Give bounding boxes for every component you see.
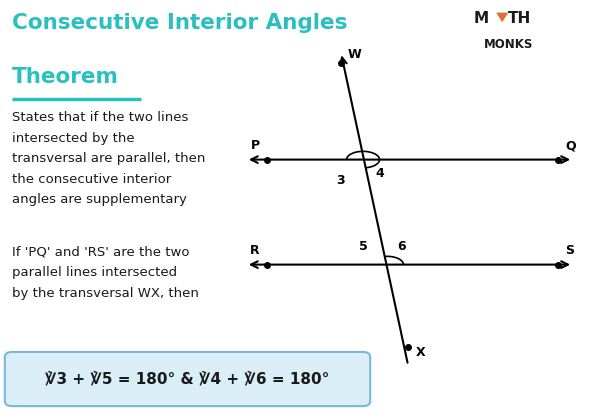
- Text: States that if the two lines
intersected by the
transversal are parallel, then
t: States that if the two lines intersected…: [12, 111, 205, 206]
- Text: 3: 3: [336, 174, 344, 187]
- Text: If 'PQ' and 'RS' are the two
parallel lines intersected
by the transversal WX, t: If 'PQ' and 'RS' are the two parallel li…: [12, 246, 199, 300]
- Text: 6: 6: [398, 240, 406, 253]
- Text: Q: Q: [565, 139, 576, 152]
- Text: TH: TH: [508, 10, 532, 26]
- Text: 4: 4: [376, 167, 384, 180]
- Text: 5: 5: [359, 240, 367, 253]
- Text: MONKS: MONKS: [484, 38, 533, 51]
- Text: Consecutive Interior Angles: Consecutive Interior Angles: [12, 13, 347, 33]
- Polygon shape: [496, 13, 508, 22]
- Text: W: W: [348, 48, 362, 61]
- Text: ℣3 + ℣5 = 180° & ℣4 + ℣6 = 180°: ℣3 + ℣5 = 180° & ℣4 + ℣6 = 180°: [45, 372, 329, 387]
- Text: P: P: [251, 139, 260, 152]
- FancyBboxPatch shape: [5, 352, 370, 406]
- Text: S: S: [565, 244, 574, 257]
- Text: X: X: [415, 346, 425, 359]
- Text: Theorem: Theorem: [12, 67, 119, 87]
- Text: M: M: [474, 10, 489, 26]
- Text: R: R: [250, 244, 260, 257]
